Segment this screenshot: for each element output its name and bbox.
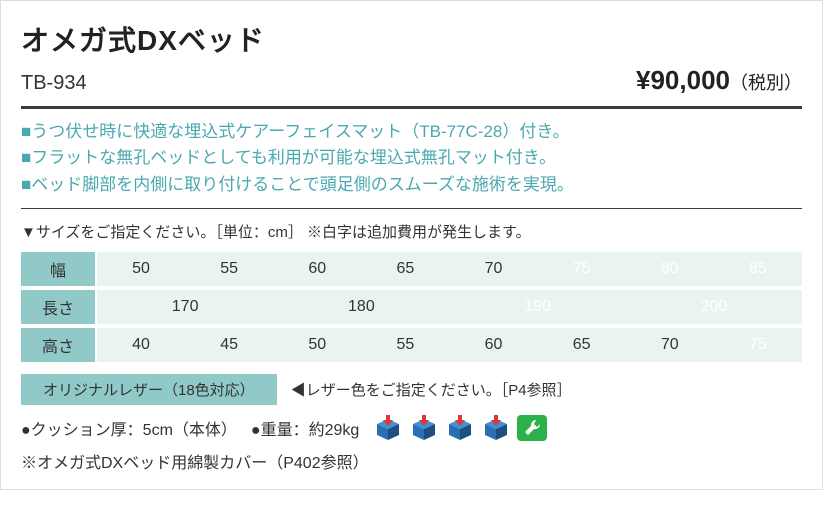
- size-row-label: 幅: [21, 252, 97, 286]
- price-block: ¥90,000（税別）: [636, 65, 802, 96]
- size-cell: 75: [538, 252, 626, 286]
- specs-row: ●クッション厚：5cm（本体） ●重量：約29kg: [21, 415, 802, 441]
- footer-note: ※オメガ式DXベッド用綿製カバー（P402参照）: [21, 449, 802, 473]
- weight-spec: ●重量：約29kg: [251, 416, 359, 440]
- feature-item: ■フラットな無孔ベッドとしても利用が可能な埋込式無孔マット付き。: [21, 145, 802, 171]
- size-row: 幅5055606570758085: [21, 252, 802, 286]
- leather-row: オリジナルレザー（18色対応） ◀レザー色をご指定ください。［P4参照］: [21, 374, 802, 405]
- size-cell: 80: [626, 252, 714, 286]
- size-cell: 50: [97, 252, 185, 286]
- cushion-spec: ●クッション厚：5cm（本体）: [21, 416, 237, 440]
- feature-item: ■うつ伏せ時に快適な埋込式ケアーフェイスマット（TB-77C-28）付き。: [21, 119, 802, 145]
- leather-label: オリジナルレザー（18色対応）: [21, 374, 277, 405]
- size-instruction: ▼サイズをご指定ください。［単位：cm］ ※白字は追加費用が発生します。: [21, 221, 802, 242]
- size-row: 高さ4045505560657075: [21, 328, 802, 362]
- feature-item: ■ベッド脚部を内側に取り付けることで頭足側のスムーズな施術を実現。: [21, 172, 802, 198]
- product-title: オメガ式DXベッド: [21, 19, 802, 59]
- size-cell: 65: [538, 328, 626, 362]
- features-list: ■うつ伏せ時に快適な埋込式ケアーフェイスマット（TB-77C-28）付き。 ■フ…: [21, 119, 802, 209]
- size-cell: 55: [361, 328, 449, 362]
- icon-row: [373, 415, 547, 441]
- size-table: 幅5055606570758085長さ170180190200高さ4045505…: [21, 248, 802, 366]
- size-cell: 60: [273, 252, 361, 286]
- size-row-label: 高さ: [21, 328, 97, 362]
- package-cube-icon: [409, 415, 439, 441]
- size-cell: 70: [450, 252, 538, 286]
- header-block: オメガ式DXベッド TB-934 ¥90,000（税別）: [21, 19, 802, 109]
- leather-note: ◀レザー色をご指定ください。［P4参照］: [291, 379, 572, 400]
- size-cell: 50: [273, 328, 361, 362]
- size-row-label: 長さ: [21, 290, 97, 324]
- size-cell: 45: [185, 328, 273, 362]
- size-cell: 55: [185, 252, 273, 286]
- size-cell: 170: [97, 290, 273, 324]
- size-cell: 180: [273, 290, 449, 324]
- wrench-icon: [517, 415, 547, 441]
- model-price-row: TB-934 ¥90,000（税別）: [21, 65, 802, 96]
- product-card: オメガ式DXベッド TB-934 ¥90,000（税別） ■うつ伏せ時に快適な埋…: [0, 0, 823, 490]
- package-cube-icon: [373, 415, 403, 441]
- size-cell: 65: [361, 252, 449, 286]
- size-cell: 75: [714, 328, 802, 362]
- size-cell: 70: [626, 328, 714, 362]
- package-cube-icon: [481, 415, 511, 441]
- size-cell: 85: [714, 252, 802, 286]
- size-cell: 60: [450, 328, 538, 362]
- price-suffix: （税別）: [730, 73, 802, 93]
- model-number: TB-934: [21, 72, 87, 95]
- package-cube-icon: [445, 415, 475, 441]
- size-cell: 40: [97, 328, 185, 362]
- size-row: 長さ170180190200: [21, 290, 802, 324]
- size-cell: 190: [450, 290, 626, 324]
- price: ¥90,000: [636, 65, 730, 95]
- size-cell: 200: [626, 290, 802, 324]
